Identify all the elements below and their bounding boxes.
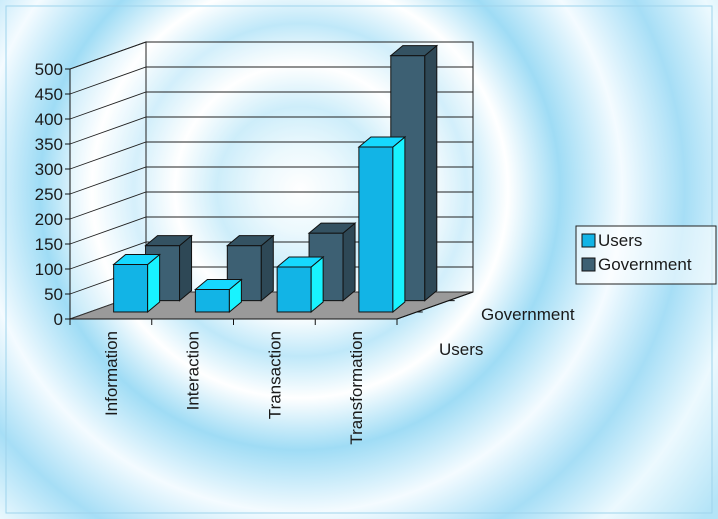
bar-top bbox=[194, 278, 243, 290]
bar-top bbox=[275, 256, 325, 268]
legend-swatch bbox=[581, 257, 596, 272]
gridline bbox=[69, 141, 473, 170]
legend-box bbox=[575, 225, 717, 285]
bar-users-transaction bbox=[275, 255, 325, 314]
depth-labels: Government Users bbox=[439, 305, 575, 359]
bar-top bbox=[389, 45, 439, 57]
y-tick-label: 100 bbox=[35, 260, 63, 279]
legend-label: Users bbox=[598, 231, 642, 250]
y-tick-label: 350 bbox=[35, 135, 63, 154]
category-label: Interaction bbox=[184, 331, 203, 410]
depth-label: Users bbox=[439, 340, 483, 359]
bar-front bbox=[358, 146, 394, 313]
gridline bbox=[69, 91, 473, 120]
category-label: Transformation bbox=[347, 331, 366, 445]
y-tick-label: 450 bbox=[35, 85, 63, 104]
depth-label: Government bbox=[481, 305, 575, 324]
category-label: Transaction bbox=[265, 331, 284, 419]
bar-front bbox=[276, 266, 312, 313]
bar-top bbox=[225, 235, 275, 247]
axes bbox=[65, 68, 474, 325]
bar-top bbox=[307, 222, 357, 234]
bar-side bbox=[392, 135, 406, 314]
y-tick-labels: 0 50 100 150 200 250 300 350 400 450 500 bbox=[35, 60, 63, 329]
y-tick-label: 200 bbox=[35, 210, 63, 229]
category-label: Information bbox=[102, 331, 121, 416]
bars bbox=[112, 44, 439, 314]
legend-label: Government bbox=[598, 255, 692, 274]
bar-side bbox=[260, 234, 274, 302]
bar-users-information bbox=[112, 253, 162, 314]
y-tick-label: 150 bbox=[35, 235, 63, 254]
bar-government-interaction bbox=[225, 234, 275, 302]
y-tick-label: 500 bbox=[35, 60, 63, 79]
bar-users-transformation bbox=[357, 135, 407, 314]
bar-side bbox=[179, 234, 193, 302]
y-tick-label: 300 bbox=[35, 160, 63, 179]
y-tick-label: 400 bbox=[35, 110, 63, 129]
gridline bbox=[69, 41, 473, 70]
bar-front bbox=[194, 288, 230, 313]
bar-users-interaction bbox=[194, 278, 243, 314]
bar-top bbox=[144, 235, 193, 247]
gridline bbox=[69, 116, 473, 145]
bar-top bbox=[112, 253, 162, 265]
category-labels: Information Interaction Transaction Transfo… bbox=[102, 331, 366, 445]
depth-axis bbox=[396, 291, 474, 320]
gridline bbox=[69, 66, 473, 95]
bar-front bbox=[113, 263, 149, 313]
y-tick-label: 0 bbox=[54, 310, 63, 329]
y-tick-label: 250 bbox=[35, 185, 63, 204]
y-tick-label: 50 bbox=[44, 285, 63, 304]
bar-side bbox=[342, 222, 356, 302]
bar-side bbox=[424, 44, 438, 302]
bar-top bbox=[357, 136, 407, 148]
legend-swatch bbox=[581, 233, 596, 248]
legend: Users Government bbox=[575, 225, 717, 285]
